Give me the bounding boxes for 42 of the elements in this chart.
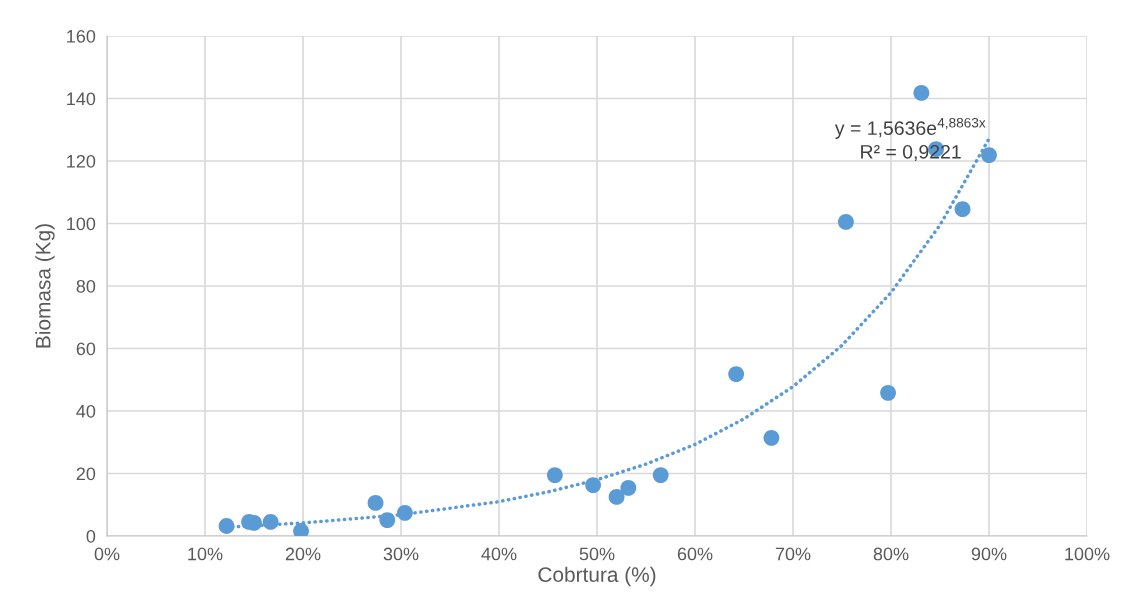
point	[954, 201, 971, 218]
point	[880, 384, 896, 401]
point	[728, 366, 745, 383]
x-tick-label: 60%	[677, 547, 713, 561]
y-tick-label: 160	[67, 29, 96, 43]
y-tick-label: 0	[86, 529, 96, 543]
annotation: y = 1,5636e$^{4,8863x}$	[834, 117, 986, 139]
x-tick-label: 90%	[971, 547, 1007, 561]
point	[981, 147, 997, 163]
y-tick-label: 100	[67, 217, 96, 231]
point	[585, 477, 601, 493]
point	[763, 429, 780, 446]
point	[838, 214, 854, 230]
point	[379, 512, 396, 528]
x-tick-label: 70%	[775, 547, 811, 561]
y-tick-label: 80	[76, 279, 96, 293]
point	[397, 504, 413, 521]
y-tick-label: 20	[76, 467, 96, 481]
y-axis-title: Biomasa (Kg)	[35, 224, 55, 348]
point	[262, 514, 279, 530]
annotation: R² = 0,9221	[861, 144, 961, 162]
x-tick-label: 30%	[383, 547, 419, 561]
point	[367, 494, 384, 511]
point	[218, 518, 235, 534]
x-tick-label: 50%	[579, 547, 615, 561]
y-tick-label: 120	[67, 154, 96, 168]
x-tick-label: 10%	[188, 547, 223, 561]
x-tick-label: 20%	[285, 547, 321, 561]
point	[546, 467, 563, 483]
point	[913, 84, 930, 101]
x-axis-title: Cobrtura (%)	[538, 566, 656, 587]
x-tick-label: 80%	[873, 547, 909, 561]
y-tick-label: 60	[76, 342, 96, 356]
x-tick-label: 0%	[94, 547, 120, 561]
point	[652, 467, 669, 483]
point	[620, 479, 637, 496]
point	[293, 523, 309, 536]
point	[608, 489, 625, 505]
x-tick-label: 40%	[481, 547, 517, 561]
x-tick-label: 100%	[1065, 547, 1110, 561]
y-tick-label: 140	[67, 92, 96, 106]
y-tick-label: 40	[76, 404, 96, 418]
